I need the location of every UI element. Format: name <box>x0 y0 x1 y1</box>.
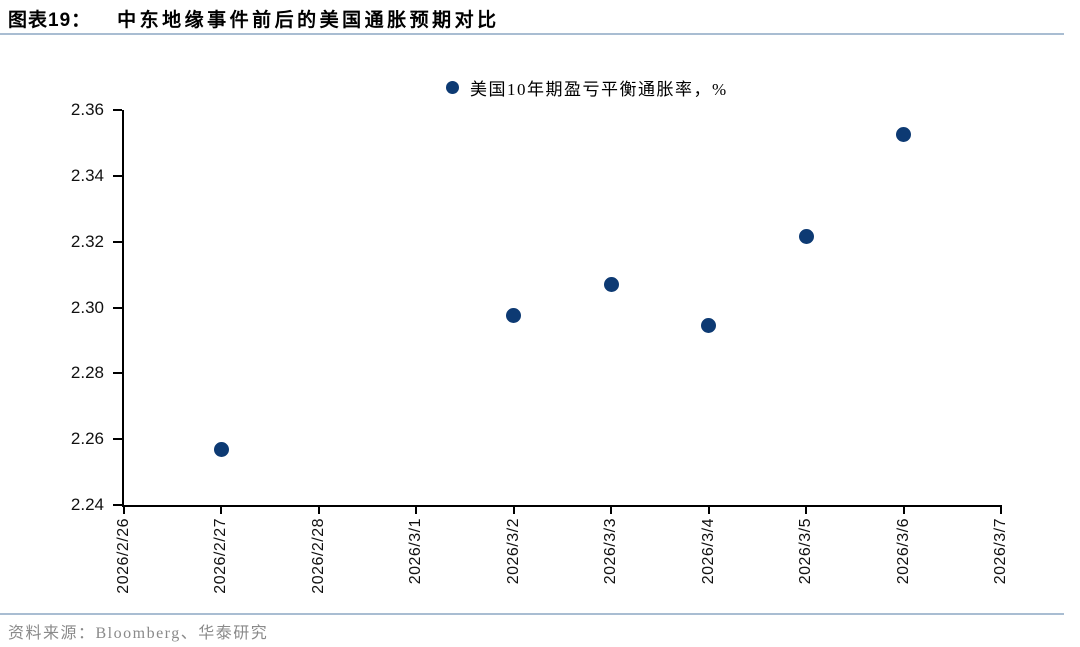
data-point <box>506 308 522 324</box>
y-axis-tick <box>113 109 122 111</box>
x-axis-tick-label: 2026/2/26 <box>115 518 132 594</box>
y-axis-tick <box>113 240 122 243</box>
data-point <box>603 276 619 292</box>
x-axis-tick <box>805 505 808 514</box>
x-axis-tick <box>1000 505 1002 514</box>
x-axis-tick <box>123 505 125 514</box>
footer-divider-rule <box>0 613 1064 615</box>
x-axis-tick-label: 2026/3/4 <box>699 518 717 585</box>
figure-title-text: 中东地缘事件前后的美国通胀预期对比 <box>117 10 500 31</box>
x-axis-tick <box>902 505 905 514</box>
x-axis-tick-label: 2026/3/2 <box>504 518 522 585</box>
y-axis-tick <box>113 306 122 309</box>
y-axis-tick <box>113 372 122 375</box>
x-axis-tick-label: 2026/3/5 <box>797 518 815 585</box>
data-point <box>213 441 229 457</box>
y-axis-tick-label: 2.34 <box>70 165 104 185</box>
x-axis-tick-label: 2026/3/3 <box>602 518 620 585</box>
y-axis-tick-label: 2.28 <box>70 363 104 383</box>
figure-title: 图表19： 中东地缘事件前后的美国通胀预期对比 <box>8 5 500 31</box>
y-axis-tick-label: 2.32 <box>70 231 104 251</box>
y-axis-tick-label: 2.24 <box>70 495 104 514</box>
title-divider-rule <box>0 33 1064 35</box>
plot-area: 2.24 2.26 2.28 2.30 2.32 2.34 2.36 2026/2/26 202… <box>71 100 1009 594</box>
y-axis-tick-label: 2.30 <box>70 297 104 317</box>
x-axis-tick-label: 2026/3/7 <box>992 518 1009 585</box>
y-axis-tick <box>113 438 122 441</box>
y-axis-tick <box>113 174 122 177</box>
y-axis-tick-label: 2.36 <box>70 100 104 119</box>
figure-number-label: 图表19： <box>8 10 92 31</box>
legend-label: 美国10年期盈亏平衡通胀率，% <box>470 80 728 99</box>
x-axis-tick-label: 2026/3/6 <box>894 518 912 585</box>
y-axis-tick-label: 2.26 <box>70 429 104 449</box>
source-note: 资料来源：Bloomberg、华泰研究 <box>8 625 269 642</box>
x-axis-tick <box>512 505 515 514</box>
x-axis-tick-label: 2026/2/27 <box>212 518 230 594</box>
data-point <box>896 127 912 143</box>
x-axis-tick-label: 2026/3/1 <box>407 518 425 585</box>
data-point <box>798 229 814 245</box>
data-point <box>701 318 717 334</box>
y-axis-tick <box>113 504 122 506</box>
legend-circle-icon <box>446 81 459 94</box>
x-axis-tick <box>415 505 418 514</box>
x-axis-tick-label: 2026/2/28 <box>309 518 327 594</box>
x-axis-tick <box>220 505 223 514</box>
x-axis-tick <box>317 505 320 514</box>
x-axis-tick <box>610 505 613 514</box>
legend: 美国10年期盈亏平衡通胀率，% <box>446 75 728 100</box>
x-axis-tick <box>707 505 710 514</box>
